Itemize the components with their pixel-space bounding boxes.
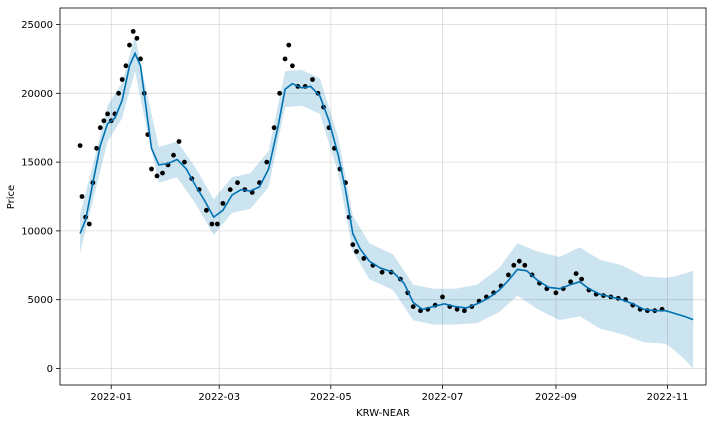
observed-point bbox=[79, 194, 85, 199]
observed-point bbox=[282, 56, 288, 62]
observed-point bbox=[440, 294, 445, 300]
observed-point bbox=[97, 125, 103, 131]
observed-point bbox=[130, 29, 136, 34]
observed-point bbox=[220, 201, 226, 206]
observed-point bbox=[94, 145, 99, 151]
observed-point bbox=[138, 56, 143, 62]
observed-point bbox=[176, 139, 182, 144]
observed-point bbox=[310, 77, 315, 82]
x-tick-label: 2022-03 bbox=[198, 392, 240, 403]
observed-point bbox=[361, 256, 367, 261]
observed-point bbox=[516, 258, 522, 264]
observed-point bbox=[379, 269, 385, 275]
grid bbox=[60, 8, 706, 385]
plot-frame bbox=[59, 7, 707, 386]
observed-point bbox=[105, 111, 110, 117]
y-tick-label: 20000 bbox=[21, 89, 53, 100]
y-tick-label: 25000 bbox=[21, 20, 53, 31]
observed-point bbox=[462, 308, 467, 314]
x-axis-label: KRW-NEAR bbox=[356, 408, 410, 419]
forecast-line-group bbox=[79, 51, 694, 321]
observed-point bbox=[182, 159, 187, 165]
observed-point bbox=[277, 90, 282, 96]
observed-point bbox=[209, 221, 215, 227]
forecast-line bbox=[79, 51, 694, 321]
observed-point bbox=[149, 166, 154, 172]
observed-point bbox=[506, 272, 511, 278]
observed-point bbox=[160, 170, 165, 176]
observed-point bbox=[116, 90, 121, 96]
observed-point bbox=[271, 125, 277, 131]
x-tick-label: 2022-07 bbox=[422, 392, 464, 403]
observed-point bbox=[134, 35, 140, 41]
observed-point bbox=[454, 306, 460, 312]
observed-point bbox=[171, 152, 176, 158]
observed-point bbox=[286, 42, 292, 48]
observed-point bbox=[215, 221, 220, 227]
y-axis-ticks: 0 5000 10000 15000 20000 25000 bbox=[21, 20, 60, 375]
observed-point bbox=[579, 276, 584, 282]
observed-point bbox=[354, 249, 359, 254]
y-tick-label: 10000 bbox=[21, 226, 53, 237]
observed-point bbox=[119, 77, 125, 82]
observed-point bbox=[511, 262, 517, 268]
y-tick-label: 0 bbox=[47, 364, 53, 375]
observed-point bbox=[553, 290, 559, 296]
x-tick-label: 2022-09 bbox=[535, 392, 577, 403]
observed-point bbox=[568, 279, 573, 285]
observed-point bbox=[77, 143, 83, 149]
observed-point bbox=[522, 262, 528, 268]
observed-point bbox=[154, 173, 160, 179]
observed-point bbox=[290, 63, 295, 69]
x-tick-label: 2022-11 bbox=[647, 392, 689, 403]
observed-point bbox=[101, 118, 107, 124]
observed-point bbox=[350, 242, 356, 248]
observed-point bbox=[204, 207, 209, 213]
observed-point bbox=[123, 63, 129, 69]
y-tick-label: 15000 bbox=[21, 158, 53, 169]
y-tick-label: 5000 bbox=[28, 295, 53, 306]
x-axis-ticks: 2022-01 2022-03 2022-05 2022-07 2022-09 2022-… bbox=[90, 385, 688, 403]
observed-point bbox=[235, 180, 240, 186]
observed-point bbox=[410, 304, 416, 309]
observed-point bbox=[573, 271, 579, 276]
observed-point bbox=[86, 221, 92, 227]
x-tick-label: 2022-05 bbox=[310, 392, 352, 403]
x-tick-label: 2022-01 bbox=[90, 392, 132, 403]
y-axis-label: Price bbox=[6, 185, 17, 209]
observed-point bbox=[264, 159, 270, 165]
observed-point bbox=[227, 187, 233, 193]
observed-point bbox=[127, 42, 132, 48]
